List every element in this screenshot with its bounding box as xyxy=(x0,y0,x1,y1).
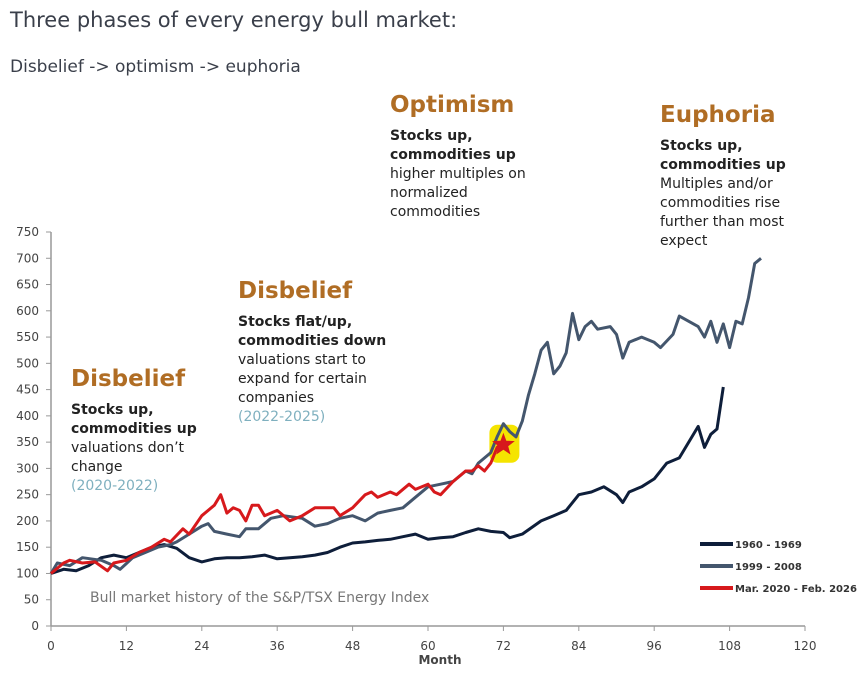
phase-heading: Optimism xyxy=(390,92,515,118)
x-tick-label: 120 xyxy=(794,639,817,653)
phase-summary: commodities up xyxy=(660,157,786,173)
x-tick-label: 0 xyxy=(47,639,55,653)
y-tick-label: 600 xyxy=(16,304,39,318)
y-tick-label: 150 xyxy=(16,540,39,554)
phase-description: commodities rise xyxy=(660,195,781,211)
x-tick-label: 72 xyxy=(496,639,511,653)
phase-description: expect xyxy=(660,233,708,249)
y-tick-label: 350 xyxy=(16,435,39,449)
phase-description: normalized xyxy=(390,185,468,201)
phase-summary: commodities up xyxy=(71,421,197,437)
page-title: Three phases of every energy bull market… xyxy=(10,8,458,32)
phase-years: (2020-2022) xyxy=(71,478,159,494)
phase-heading: Disbelief xyxy=(71,366,186,392)
phase-summary: Stocks flat/up, xyxy=(238,314,353,330)
series-line-2 xyxy=(50,440,505,575)
series-line-1 xyxy=(49,257,762,575)
phase-description: Multiples and/or xyxy=(660,176,773,192)
y-tick-label: 300 xyxy=(16,461,39,475)
y-tick-label: 400 xyxy=(16,409,39,423)
phase-description: change xyxy=(71,459,123,475)
legend-label: 1999 - 2008 xyxy=(735,562,802,573)
annotation-optimism: Optimism Stocks up, commodities up higher m… xyxy=(390,92,526,222)
phase-description: companies xyxy=(238,390,315,406)
phase-years: (2022-2025) xyxy=(238,409,326,425)
phase-description: commodities xyxy=(390,204,481,220)
phase-description: further than most xyxy=(660,214,784,230)
annotation-disbelief-2: Disbelief Stocks flat/up, commodities down… xyxy=(238,278,387,427)
legend-label: Mar. 2020 - Feb. 2026 xyxy=(735,584,857,595)
series-line-0 xyxy=(50,386,725,575)
y-tick-label: 500 xyxy=(16,356,39,370)
phase-heading: Disbelief xyxy=(238,278,353,304)
y-tick-label: 700 xyxy=(16,251,39,265)
x-axis-label: Month xyxy=(418,653,461,667)
legend-label: 1960 - 1969 xyxy=(735,540,802,551)
phase-summary: Stocks up, xyxy=(660,138,743,154)
x-tick-label: 24 xyxy=(194,639,209,653)
page-subtitle: Disbelief -> optimism -> euphoria xyxy=(10,57,301,77)
phase-summary: commodities down xyxy=(238,333,387,349)
phase-heading: Euphoria xyxy=(660,102,776,128)
x-tick-label: 96 xyxy=(647,639,662,653)
phase-description: higher multiples on xyxy=(390,166,526,182)
x-tick-label: 84 xyxy=(571,639,586,653)
y-tick-label: 100 xyxy=(16,566,39,580)
chart-axes: 0501001502002503003504004505005506006507… xyxy=(16,225,816,667)
phase-description: expand for certain xyxy=(238,371,367,387)
x-tick-label: 36 xyxy=(270,639,285,653)
y-tick-label: 0 xyxy=(31,619,39,633)
x-tick-label: 60 xyxy=(420,639,435,653)
annotation-euphoria: Euphoria Stocks up, commodities up Multiple… xyxy=(660,102,786,251)
y-tick-label: 650 xyxy=(16,278,39,292)
phase-summary: Stocks up, xyxy=(390,128,473,144)
chart-lines xyxy=(49,257,762,575)
y-tick-label: 200 xyxy=(16,514,39,528)
y-tick-label: 750 xyxy=(16,225,39,239)
star-marker-icon xyxy=(492,432,515,455)
phase-summary: Stocks up, xyxy=(71,402,154,418)
y-tick-label: 550 xyxy=(16,330,39,344)
x-tick-label: 48 xyxy=(345,639,360,653)
phase-description: valuations don’t xyxy=(71,440,185,456)
chart-title: Bull market history of the S&P/TSX Energ… xyxy=(90,590,429,606)
x-tick-label: 108 xyxy=(718,639,741,653)
y-tick-label: 450 xyxy=(16,383,39,397)
phase-summary: commodities up xyxy=(390,147,516,163)
x-tick-label: 12 xyxy=(119,639,134,653)
chart-legend: 1960 - 1969 1999 - 2008 Mar. 2020 - Feb. 2… xyxy=(700,540,857,595)
y-tick-label: 250 xyxy=(16,488,39,502)
annotation-disbelief-1: Disbelief Stocks up, commodities up valuati… xyxy=(71,366,197,496)
y-tick-label: 50 xyxy=(24,593,39,607)
phase-description: valuations start to xyxy=(238,352,366,368)
